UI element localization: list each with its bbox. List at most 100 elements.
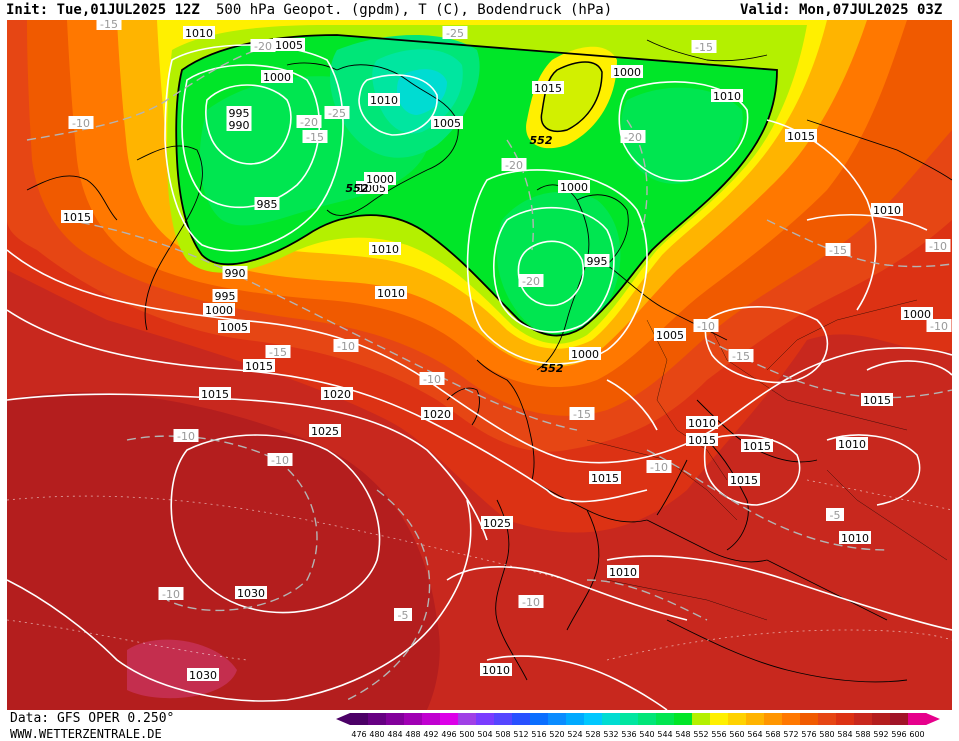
isobar-label: 995	[226, 106, 252, 120]
svg-text:1015: 1015	[688, 434, 716, 447]
legend-value: 500	[459, 730, 474, 739]
svg-text:1000: 1000	[263, 71, 291, 84]
svg-text:1015: 1015	[863, 394, 891, 407]
legend-value: 496	[441, 730, 456, 739]
data-source: Data: GFS OPER 0.250°	[10, 711, 175, 726]
svg-text:-25: -25	[328, 107, 346, 120]
legend-value: 524	[567, 730, 582, 739]
temperature-label: -10	[646, 460, 672, 474]
temperature-label: -15	[569, 407, 595, 421]
legend-value: 584	[837, 730, 852, 739]
legend-swatch	[764, 713, 783, 725]
legend-swatch	[512, 713, 531, 725]
legend-swatch	[746, 713, 765, 725]
legend-swatch	[440, 713, 459, 725]
legend-value: 592	[873, 730, 888, 739]
legend-swatch	[422, 713, 441, 725]
svg-text:1000: 1000	[613, 66, 641, 79]
map-title: 500 hPa Geopot. (gpdm), T (C), Bodendruc…	[216, 2, 613, 18]
legend-value: 556	[711, 730, 726, 739]
temperature-label: -15	[728, 349, 754, 363]
isobars	[7, 44, 952, 710]
temperature-labels: -15 -20 -25 -20 -25 -15 -10 -20 -15 -20 -20 -15 -15 -…	[68, 20, 952, 622]
isobar-label: 985	[254, 197, 280, 211]
temperature-label: -15	[96, 20, 122, 31]
field-548-ne	[621, 87, 743, 184]
svg-text:1005: 1005	[220, 321, 248, 334]
svg-text:-20: -20	[505, 159, 523, 172]
svg-text:995: 995	[587, 255, 608, 268]
temperature-label: -5	[826, 508, 844, 522]
valid-time: Valid: Mon,07JUL2025 03Z	[740, 2, 943, 18]
svg-text:1000: 1000	[560, 181, 588, 194]
legend-value: 600	[909, 730, 924, 739]
temperature-label: -10	[267, 453, 293, 467]
svg-text:1020: 1020	[423, 408, 451, 421]
temperature-label: -20	[296, 115, 322, 129]
isobar-label: 1025	[309, 424, 341, 438]
isobar-label: 1010	[871, 203, 903, 217]
svg-text:-15: -15	[732, 350, 750, 363]
legend-value: 572	[783, 730, 798, 739]
legend-value: 480	[369, 730, 384, 739]
svg-text:1015: 1015	[787, 130, 815, 143]
isobar-label: 1005	[273, 38, 305, 52]
map-header: Init: Tue,01JUL2025 12Z 500 hPa Geopot. …	[0, 0, 959, 20]
isobar-label: 1010	[183, 26, 215, 40]
svg-text:1015: 1015	[201, 388, 229, 401]
legend-swatch	[602, 713, 621, 725]
isobar-label: 1005	[654, 328, 686, 342]
isobar-label: 1010	[375, 286, 407, 300]
svg-text:-10: -10	[72, 117, 90, 130]
isobar-label: 1010	[607, 565, 639, 579]
svg-text:1010: 1010	[370, 94, 398, 107]
svg-text:-20: -20	[624, 131, 642, 144]
isobar-label: 1000	[558, 180, 590, 194]
isobar-label: 1010	[839, 531, 871, 545]
legend-value: 504	[477, 730, 492, 739]
temperature-contours	[26, 49, 952, 701]
legend-swatch	[800, 713, 819, 725]
svg-text:1015: 1015	[245, 360, 273, 373]
temperature-label: -25	[442, 26, 468, 40]
svg-text:1005: 1005	[433, 117, 461, 130]
legend-value: 596	[891, 730, 906, 739]
svg-text:1010: 1010	[873, 204, 901, 217]
temperature-label: -10	[518, 595, 544, 609]
legend-value: 476	[351, 730, 366, 739]
svg-text:-15: -15	[100, 20, 118, 31]
legend-value: 512	[513, 730, 528, 739]
legend-swatch	[782, 713, 801, 725]
legend-value: 536	[621, 730, 636, 739]
isobar-label: 1015	[199, 387, 231, 401]
legend-swatch	[836, 713, 855, 725]
legend-swatch	[584, 713, 603, 725]
legend-swatch	[818, 713, 837, 725]
svg-text:-10: -10	[423, 373, 441, 386]
temperature-label: -25	[324, 106, 350, 120]
temperature-label: -10	[419, 372, 445, 386]
svg-text:995: 995	[229, 107, 250, 120]
svg-text:1020: 1020	[323, 388, 351, 401]
legend-value: 488	[405, 730, 420, 739]
isobar-label: 1000	[261, 70, 293, 84]
legend-swatch	[710, 713, 729, 725]
isobar-label: 1015	[589, 471, 621, 485]
init-time: Init: Tue,01JUL2025 12Z	[6, 2, 200, 18]
isobar-label: 1005	[431, 116, 463, 130]
isobar-label: 1015	[532, 81, 564, 95]
temperature-label: -15	[691, 40, 717, 54]
legend-swatch	[350, 713, 369, 725]
isobar-label: 1015	[243, 359, 275, 373]
temperature-label: -10	[158, 587, 184, 601]
isobar-label: 990	[226, 118, 252, 132]
svg-text:1025: 1025	[483, 517, 511, 530]
legend-swatch	[692, 713, 711, 725]
svg-text:1000: 1000	[903, 308, 931, 321]
legend-swatch	[656, 713, 675, 725]
isobar-label: 1025	[481, 516, 513, 530]
svg-text:1030: 1030	[237, 587, 265, 600]
temperature-label: -20	[518, 274, 544, 288]
svg-text:1005: 1005	[275, 39, 303, 52]
svg-text:-15: -15	[269, 346, 287, 359]
